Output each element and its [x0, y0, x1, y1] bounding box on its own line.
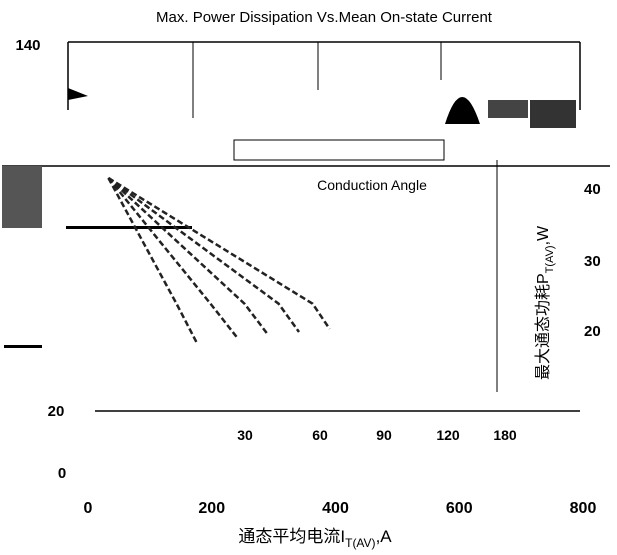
x-tick-label: 800: [570, 500, 597, 517]
series-labels: 30 60 90 120 180: [237, 427, 517, 443]
series-line-60: [107, 177, 239, 340]
x-tick-label: 400: [322, 500, 349, 517]
y-tick-label: 0: [58, 465, 66, 482]
y-tick-labels-right: 20 30 40: [584, 181, 601, 340]
y-tick-label: 20: [48, 403, 65, 420]
series-line-120: [107, 176, 301, 333]
series-line-180: [107, 176, 331, 330]
y-tick-label-right: 40: [584, 181, 601, 198]
y-tick-label-right: 30: [584, 253, 601, 270]
y-tick-label-right: 20: [584, 323, 601, 340]
series-label: 180: [493, 427, 517, 443]
x-tick-label: 0: [84, 500, 93, 517]
series-layer: [107, 176, 331, 344]
guide-lines: [192, 42, 498, 392]
x-tick-label: 600: [446, 500, 473, 517]
plot-frame: [2, 41, 610, 412]
x-tick-labels: 0 200 400 600 800: [84, 500, 597, 517]
series-label: 60: [312, 427, 328, 443]
series-label: 90: [376, 427, 392, 443]
scan-artifacts: [2, 88, 576, 348]
series-label: 30: [237, 427, 253, 443]
y-axis-label: 最大通态功耗PT(AV),W: [534, 225, 556, 380]
series-label: 120: [436, 427, 460, 443]
chart-title: Max. Power Dissipation Vs.Mean On-state …: [156, 9, 493, 26]
x-axis-label: 通态平均电流IT(AV),A: [238, 527, 392, 550]
x-tick-label: 200: [198, 500, 225, 517]
series-line-90: [107, 177, 270, 336]
series-line-30: [107, 177, 199, 344]
y-tick-labels-left: 0 20 140: [15, 37, 66, 482]
legend-title: Conduction Angle: [317, 177, 427, 193]
y-tick-label: 140: [15, 37, 40, 54]
